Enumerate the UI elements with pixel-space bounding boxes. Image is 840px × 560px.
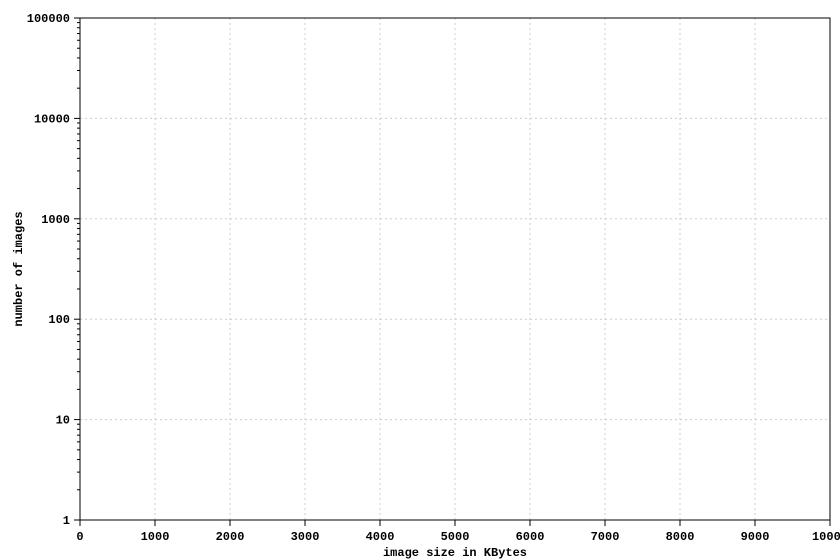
y-tick-label: 1000 <box>41 213 70 227</box>
x-tick-label: 5000 <box>441 530 470 544</box>
x-tick-label: 9000 <box>741 530 770 544</box>
x-tick-label: 6000 <box>516 530 545 544</box>
x-tick-label: 10000 <box>812 530 840 544</box>
y-axis-label: number of images <box>12 211 26 326</box>
chart-svg: 0 1000 2000 3000 4000 5000 6000 7000 8000 9000 100… <box>0 0 840 560</box>
y-tick-label: 1 <box>63 514 70 528</box>
x-tick-label: 3000 <box>291 530 320 544</box>
y-tick-label: 100000 <box>27 12 70 26</box>
y-tick-label: 10000 <box>34 112 70 126</box>
x-tick-label: 4000 <box>366 530 395 544</box>
x-tick-label: 2000 <box>216 530 245 544</box>
x-tick-label: 8000 <box>666 530 695 544</box>
y-tick-label: 100 <box>48 313 70 327</box>
x-tick-label: 0 <box>76 530 83 544</box>
y-tick-label: 10 <box>56 414 70 428</box>
x-tick-label: 1000 <box>141 530 170 544</box>
x-axis-label: image size in KBytes <box>383 546 527 560</box>
x-tick-label: 7000 <box>591 530 620 544</box>
scatter-chart: 0 1000 2000 3000 4000 5000 6000 7000 8000 9000 100… <box>0 0 840 560</box>
